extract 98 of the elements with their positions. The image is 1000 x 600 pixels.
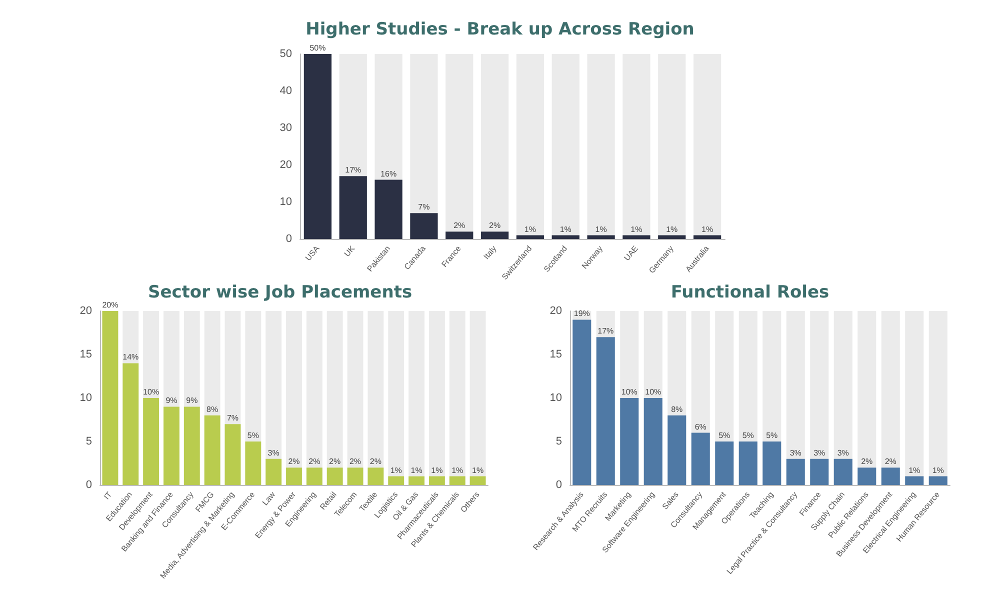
data-label: 1% <box>932 466 944 475</box>
bar <box>470 476 486 485</box>
bar <box>449 476 466 485</box>
data-label: 1% <box>595 224 607 234</box>
data-label: 7% <box>226 414 239 423</box>
y-tick-label: 0 <box>286 233 292 245</box>
bar <box>552 235 580 239</box>
x-tick-label: UK <box>342 244 357 258</box>
data-label: 7% <box>418 202 430 212</box>
bar <box>622 235 650 239</box>
data-label: 2% <box>288 457 300 466</box>
bar <box>587 235 615 239</box>
data-label: 8% <box>671 404 683 414</box>
data-label: 10% <box>645 388 662 396</box>
data-label: 2% <box>308 457 320 466</box>
x-tick-label: Italy <box>482 244 498 262</box>
y-tick-label: 20 <box>80 305 92 317</box>
x-tick-label: USA <box>304 244 322 262</box>
y-tick-label: 0 <box>86 479 92 491</box>
data-label: 3% <box>837 448 849 458</box>
bar <box>834 458 852 485</box>
data-label: 3% <box>268 448 280 458</box>
bar <box>786 458 805 485</box>
bar <box>516 235 544 239</box>
data-label: 17% <box>598 326 614 336</box>
data-label: 3% <box>790 448 802 458</box>
bar <box>928 476 948 485</box>
data-label: 5% <box>766 431 778 440</box>
chart-title: Functional Roles <box>670 282 830 302</box>
bar <box>326 468 343 485</box>
bar <box>572 320 592 485</box>
bar <box>881 468 900 485</box>
data-label: 5% <box>742 431 754 440</box>
x-tick-label: Law <box>260 490 278 508</box>
data-label: 1% <box>431 466 443 475</box>
data-label: 1% <box>560 224 572 234</box>
y-tick-label: 15 <box>80 348 92 360</box>
y-tick-label: 5 <box>86 436 92 448</box>
bar <box>388 476 404 485</box>
y-tick-label: 5 <box>556 436 562 448</box>
data-label: 9% <box>186 396 198 406</box>
data-label: 1% <box>702 224 714 234</box>
data-label: 5% <box>718 431 730 440</box>
data-label: 3% <box>814 448 826 458</box>
bar <box>286 468 302 485</box>
data-label: 14% <box>122 352 139 362</box>
data-label: 17% <box>345 166 362 175</box>
data-label: 8% <box>206 404 218 414</box>
data-label: 2% <box>861 457 873 466</box>
bar <box>810 458 829 485</box>
bar <box>408 476 424 485</box>
y-tick-label: 15 <box>550 348 562 360</box>
data-label: 5% <box>247 431 259 440</box>
bar <box>428 476 445 485</box>
data-label: 2% <box>329 457 341 466</box>
data-label: 2% <box>884 457 896 466</box>
data-label: 1% <box>452 466 464 475</box>
data-label: 1% <box>666 224 678 234</box>
data-label: 2% <box>349 457 362 466</box>
chart-title: Sector wise Job Placements <box>148 282 412 302</box>
y-tick-label: 10 <box>280 196 292 208</box>
bar <box>446 232 474 239</box>
data-label: 2% <box>489 221 501 230</box>
y-tick-label: 10 <box>550 392 562 404</box>
bar <box>410 213 438 239</box>
data-label: 10% <box>143 388 160 396</box>
data-label: 9% <box>166 396 178 406</box>
data-label: 2% <box>370 457 382 466</box>
bar <box>306 468 322 485</box>
y-tick-label: 0 <box>556 479 562 491</box>
bar <box>858 468 876 485</box>
data-label: 10% <box>621 388 638 396</box>
data-label: 2% <box>454 221 466 230</box>
bar <box>480 232 509 239</box>
bar <box>905 476 924 485</box>
data-label: 1% <box>630 224 642 234</box>
y-tick-label: 40 <box>280 85 292 97</box>
data-label: 1% <box>390 466 402 475</box>
chart-title: Higher Studies - Break up Across Region <box>306 20 694 40</box>
data-label: 16% <box>380 169 397 178</box>
bar <box>368 468 384 485</box>
bar <box>347 468 364 485</box>
data-label: 1% <box>410 466 422 475</box>
data-label: 20% <box>102 300 118 310</box>
data-label: 1% <box>524 224 536 234</box>
y-tick-label: 20 <box>280 159 292 171</box>
y-tick-label: 50 <box>280 48 292 60</box>
data-label: 1% <box>908 466 920 475</box>
bar <box>266 458 282 485</box>
bar <box>693 235 722 239</box>
data-label: 1% <box>472 466 484 475</box>
data-label: 50% <box>310 44 326 52</box>
y-tick-label: 30 <box>280 122 292 134</box>
y-tick-label: 10 <box>80 392 92 404</box>
bar <box>658 235 686 239</box>
data-label: 19% <box>574 309 590 318</box>
y-tick-label: 20 <box>550 305 562 317</box>
data-label: 6% <box>694 422 706 432</box>
